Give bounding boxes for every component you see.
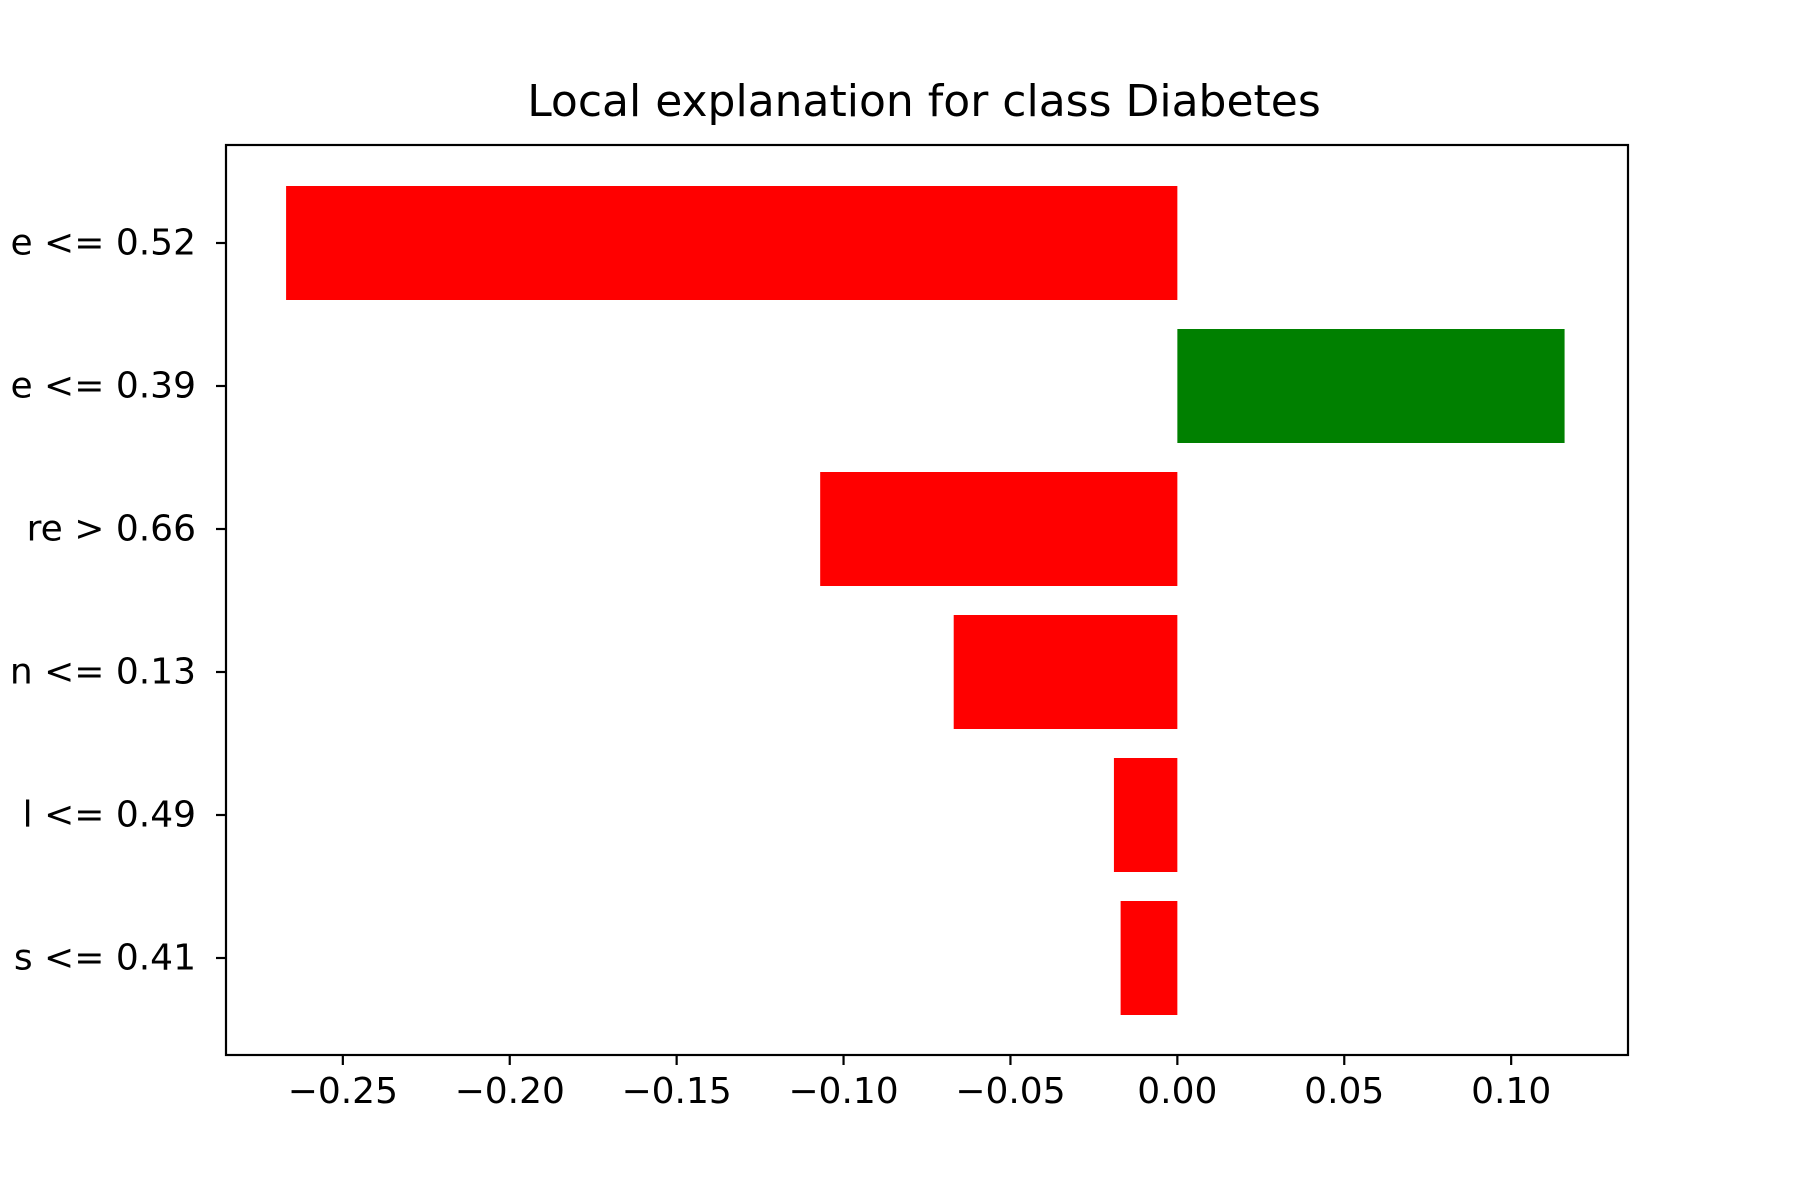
x-tick-label-4: −0.05 [955, 1071, 1065, 1112]
y-tick-label-1: e <= 0.39 [10, 366, 196, 407]
x-tick-label-2: −0.15 [621, 1071, 731, 1112]
plot-area-frame [224, 143, 1630, 1057]
x-tick-label-0: −0.25 [288, 1071, 398, 1112]
bar-1 [1177, 329, 1565, 443]
bars-group [286, 186, 1565, 1015]
y-tick-label-2: re > 0.66 [27, 509, 196, 550]
x-tick-label-1: −0.20 [455, 1071, 565, 1112]
x-tick-label-3: −0.10 [788, 1071, 898, 1112]
chart-title: Local explanation for class Diabetes [527, 76, 1321, 127]
bar-3 [953, 615, 1178, 729]
x-tick-label-5: 0.00 [1137, 1071, 1217, 1112]
bar-4 [1113, 758, 1178, 872]
y-tick-label-3: n <= 0.13 [10, 652, 196, 693]
y-tick-label-4: l <= 0.49 [23, 795, 196, 836]
x-tick-label-6: 0.05 [1304, 1071, 1384, 1112]
y-tick-label-5: s <= 0.41 [14, 938, 196, 979]
bar-0 [286, 186, 1178, 300]
y-tick-label-0: e <= 0.52 [10, 223, 196, 264]
bar-2 [820, 472, 1178, 586]
bar-5 [1120, 901, 1178, 1015]
y-ticks-group: e <= 0.52 e <= 0.39 re > 0.66 n <= 0.13 l <=… [10, 223, 226, 979]
x-tick-label-7: 0.10 [1471, 1071, 1551, 1112]
x-ticks-group: −0.25 −0.20 −0.15 −0.10 −0.05 0.00 0.05 0.10 [288, 1055, 1551, 1112]
